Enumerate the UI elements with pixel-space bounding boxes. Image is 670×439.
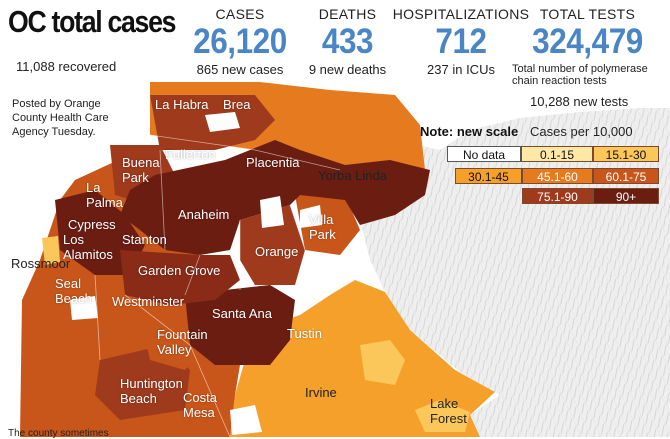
tests-note: Total number of polymerase chain reactio…	[512, 63, 648, 87]
stat-cases: CASES 26,120 865 new cases	[185, 6, 295, 77]
city-label: Rossmoor	[11, 256, 71, 271]
city-label: Westminster	[112, 294, 184, 309]
region-laguna-pocket	[415, 400, 470, 432]
region-garden-grove	[120, 250, 240, 305]
legend-swatch: 90+	[593, 188, 659, 204]
city-label: Orange	[255, 244, 299, 259]
stat-deaths: DEATHS 433 9 new deaths	[300, 6, 395, 77]
city-label: Tustin	[287, 326, 322, 341]
city-label: La Habra	[155, 97, 209, 112]
city-label: Los Alamitos	[63, 232, 113, 262]
city-label: Brea	[223, 97, 251, 112]
city-label: Seal Beach	[55, 276, 92, 306]
legend-swatch: 15.1-30	[593, 146, 659, 162]
legend-swatch: No data	[447, 146, 521, 162]
stat-value: 433	[321, 22, 374, 61]
legend-swatch: 30.1-45	[455, 168, 522, 184]
stat-label: CASES	[215, 6, 265, 22]
city-label: Cypress	[68, 217, 116, 232]
stat-sub: 9 new deaths	[308, 62, 387, 77]
region-santa-ana	[185, 285, 295, 365]
stat-value: 26,120	[193, 22, 287, 61]
city-label: Buena Park	[122, 155, 160, 185]
city-label: La Palma	[86, 180, 123, 210]
stat-label: DEATHS	[318, 6, 377, 22]
region-orange	[240, 205, 305, 285]
city-boundaries	[94, 134, 356, 437]
city-label: Irvine	[305, 385, 337, 400]
stat-sub: 237 in ICUs	[427, 62, 495, 77]
legend-title: Cases per 10,000	[530, 124, 633, 139]
stat-label: HOSPITALIZATIONS	[392, 6, 530, 22]
stat-value: 712	[435, 22, 487, 61]
page-title: OC total cases	[8, 4, 176, 39]
region-no-data-3	[300, 205, 322, 228]
stat-total-tests: TOTAL TESTS 324,479	[520, 6, 655, 62]
region-no-data	[205, 112, 240, 132]
legend-swatch: 60.1-75	[593, 168, 659, 184]
city-label: Costa Mesa	[183, 390, 217, 420]
city-label: Placentia	[246, 155, 300, 170]
region-no-data-5	[70, 296, 98, 320]
legend-swatch: 45.1-60	[522, 168, 593, 184]
city-label: Garden Grove	[138, 263, 221, 278]
region-no-data-4	[230, 405, 262, 435]
city-label: Villa Park	[309, 212, 336, 242]
city-label: Anaheim	[178, 207, 230, 222]
region-no-data-2	[260, 196, 284, 228]
region-irvine-pocket	[360, 340, 405, 385]
city-label: Stanton	[122, 232, 167, 247]
stat-hospitalizations: HOSPITALIZATIONS 712 237 in ICUs	[392, 6, 530, 77]
city-label: Santa Ana	[212, 306, 272, 321]
region-rossmoor	[42, 236, 60, 265]
legend-swatch: 75.1-90	[522, 188, 593, 204]
city-label: Lake Forest	[430, 396, 467, 426]
stat-label: TOTAL TESTS	[539, 6, 636, 22]
city-label: Yorba Linda	[318, 168, 387, 183]
footnote: The county sometimes	[8, 428, 109, 439]
stat-value: 324,479	[532, 22, 643, 61]
city-label: Fullerton	[165, 147, 216, 162]
posted-note: Posted by Orange County Health Care Agen…	[12, 98, 109, 138]
legend-note: Note: new scale	[420, 124, 519, 139]
new-tests: 10,288 new tests	[530, 94, 629, 109]
city-label: Fountain Valley	[157, 327, 208, 357]
legend-swatch: 0.1-15	[521, 146, 593, 162]
recovered-count: 11,088 recovered	[16, 59, 117, 74]
city-label: Huntington Beach	[120, 376, 183, 406]
stat-sub: 865 new cases	[196, 62, 284, 77]
